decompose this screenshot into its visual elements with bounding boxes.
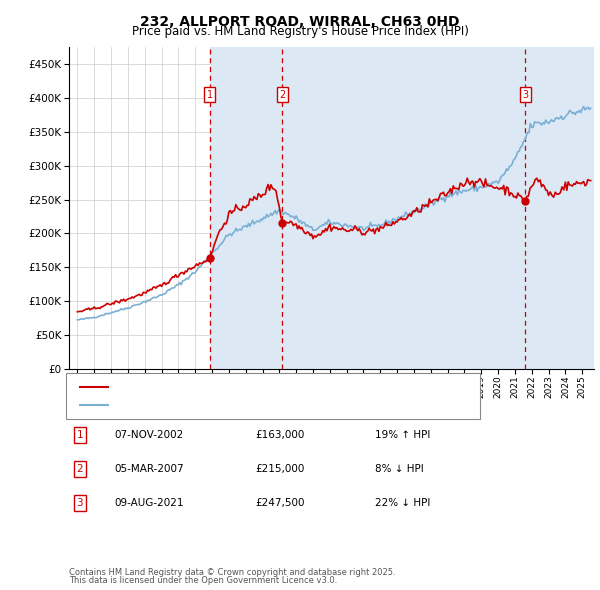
Text: 232, ALLPORT ROAD, WIRRAL, CH63 0HD: 232, ALLPORT ROAD, WIRRAL, CH63 0HD	[140, 15, 460, 29]
Text: 2: 2	[279, 90, 286, 100]
Text: This data is licensed under the Open Government Licence v3.0.: This data is licensed under the Open Gov…	[69, 576, 337, 585]
Bar	[283, 47, 525, 369]
Text: 22% ↓ HPI: 22% ↓ HPI	[375, 499, 430, 508]
Text: 8% ↓ HPI: 8% ↓ HPI	[375, 464, 424, 474]
Text: 07-NOV-2002: 07-NOV-2002	[114, 430, 183, 440]
Text: Contains HM Land Registry data © Crown copyright and database right 2025.: Contains HM Land Registry data © Crown c…	[69, 568, 395, 577]
Text: 19% ↑ HPI: 19% ↑ HPI	[375, 430, 430, 440]
Text: 1: 1	[76, 430, 83, 440]
Text: 3: 3	[522, 90, 528, 100]
Text: 1: 1	[206, 90, 213, 100]
Text: 3: 3	[76, 499, 83, 508]
Text: HPI: Average price, detached house, Wirral: HPI: Average price, detached house, Wirr…	[114, 399, 328, 409]
Bar	[209, 47, 283, 369]
Text: £163,000: £163,000	[255, 430, 304, 440]
Text: 05-MAR-2007: 05-MAR-2007	[114, 464, 184, 474]
Text: Price paid vs. HM Land Registry's House Price Index (HPI): Price paid vs. HM Land Registry's House …	[131, 25, 469, 38]
Text: 232, ALLPORT ROAD, WIRRAL, CH63 0HD (detached house): 232, ALLPORT ROAD, WIRRAL, CH63 0HD (det…	[114, 382, 409, 392]
Text: 2: 2	[76, 464, 83, 474]
Bar	[525, 47, 594, 369]
Text: £247,500: £247,500	[255, 499, 305, 508]
Text: £215,000: £215,000	[255, 464, 304, 474]
Text: 09-AUG-2021: 09-AUG-2021	[114, 499, 184, 508]
